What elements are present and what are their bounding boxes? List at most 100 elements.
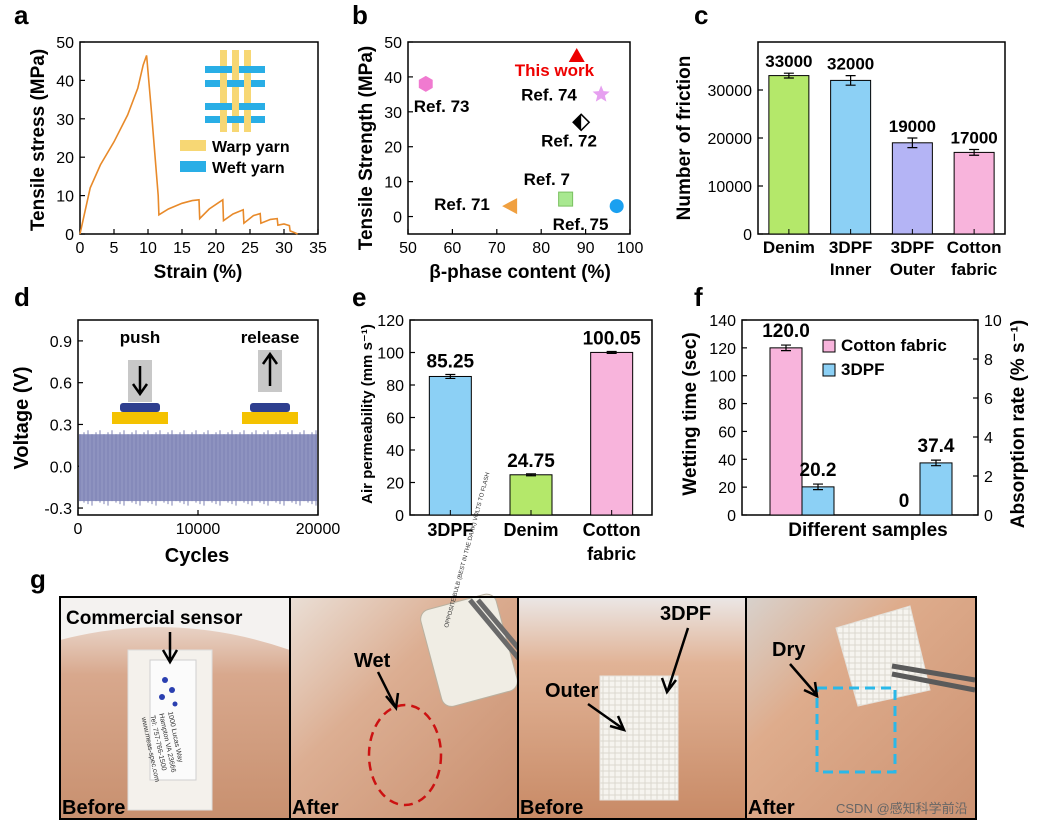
e-x-tick-label: Cotton	[583, 520, 641, 540]
a-x-tick-label: 0	[76, 240, 85, 257]
e-y-tick-label: 120	[377, 313, 404, 330]
d-x-tick-label: 0	[74, 521, 83, 538]
f-y-tick-label: 40	[718, 452, 736, 469]
wet-label: Wet	[354, 650, 391, 672]
d-voltage-spikes	[79, 430, 317, 506]
f-y2-tick-label: 6	[984, 391, 993, 408]
panel-label-f: f	[694, 282, 703, 312]
a-y-tick-label: 50	[56, 35, 74, 52]
c-bar	[953, 151, 995, 235]
e-error-bar	[445, 373, 456, 380]
outer-label: Outer	[545, 680, 599, 702]
a-x-tick-label: 10	[139, 240, 157, 257]
push-label: push	[120, 328, 161, 347]
d-y-tick-label: 0.3	[50, 417, 72, 434]
f-y-tick-label: 20	[718, 480, 736, 497]
e-x-tick-label-line2: fabric	[587, 544, 636, 564]
f-y-tick-label: 120	[709, 341, 736, 358]
weave-icon	[205, 50, 265, 132]
legend-warp-swatch	[180, 140, 206, 151]
f-error-bar	[781, 344, 791, 352]
a-x-tick-label: 20	[207, 240, 225, 257]
c-x-tick-label-line2: fabric	[951, 260, 997, 279]
f-value-label: 120.0	[762, 321, 810, 342]
f-y-tick-label: 0	[727, 508, 736, 525]
b-x-tick-label: 50	[399, 240, 417, 257]
d-y-axis-title: Voltage (V)	[11, 367, 33, 470]
photo-after-3dpf: Dry After	[745, 596, 977, 820]
panel-label-g: g	[30, 564, 46, 594]
c-error-bar	[907, 137, 918, 149]
legend-warp-label: Warp yarn	[212, 139, 290, 156]
f-value-label: 37.4	[918, 436, 955, 457]
e-value-label: 100.05	[583, 328, 642, 349]
photo4-caption: After	[748, 797, 795, 819]
b-y-tick-label: 50	[384, 35, 402, 52]
a-x-tick-label: 5	[110, 240, 119, 257]
c-value-label: 19000	[889, 117, 936, 136]
c-y-axis-title: Number of friction	[674, 56, 695, 221]
panel-g-photos: 1000 Lucas Way Hampton VA 23666 Tel: 757…	[59, 472, 977, 820]
c-x-tick-label: 3DPF	[829, 238, 872, 257]
e-y-axis-title: Air permeability (mm s⁻¹)	[359, 324, 376, 504]
e-error-bar	[526, 473, 536, 477]
a-y-axis-title: Tensile stress (MPa)	[28, 49, 49, 231]
photo2-caption: After	[292, 797, 339, 819]
photo-before-commercial: 1000 Lucas Way Hampton VA 23666 Tel: 757…	[59, 596, 291, 820]
b-y-tick-label: 0	[393, 210, 402, 227]
b-plot-frame	[407, 41, 631, 235]
f-error-bar	[931, 459, 941, 467]
b-point-2	[418, 75, 433, 92]
e-x-tick-label: 3DPF	[427, 520, 473, 540]
e-error-bar	[606, 350, 617, 354]
a-y-tick-label: 0	[65, 227, 74, 244]
b-point-1	[592, 85, 610, 102]
b-x-tick-label: 60	[444, 240, 462, 257]
d-x-axis-title: Cycles	[165, 545, 230, 567]
wet-area-outline	[367, 703, 443, 807]
panel-label-b: b	[352, 0, 368, 30]
b-point-5	[502, 198, 518, 215]
a-x-tick-label: 15	[173, 240, 191, 257]
c-y-tick-label: 20000	[708, 131, 753, 148]
b-point-label: Ref. 75	[553, 215, 609, 234]
c-x-tick-label: Denim	[763, 238, 815, 257]
e-bar	[428, 375, 472, 516]
panel-label-e: e	[352, 282, 366, 312]
f-x-axis-title: Different samples	[788, 520, 947, 541]
watermark: CSDN @感知科学前沿	[836, 801, 968, 816]
b-y-tick-label: 10	[384, 175, 402, 192]
panel-label-c: c	[694, 0, 708, 30]
c-bar	[768, 75, 810, 235]
legend-cotton-label: Cotton fabric	[841, 336, 947, 355]
panel-f-wetting: 0204060801001201400246810120.0020.237.4 …	[680, 313, 1029, 541]
f-y2-axis-title: Absorption rate (% s⁻¹)	[1008, 320, 1029, 528]
f-plot-frame	[741, 319, 979, 516]
commercial-sensor-label: Commercial sensor	[66, 608, 243, 629]
legend-cotton-swatch	[822, 339, 836, 353]
e-y-tick-label: 20	[386, 476, 404, 493]
e-value-label: 24.75	[507, 451, 555, 472]
b-point-label: Ref. 7	[524, 170, 570, 189]
push-icon	[112, 360, 168, 424]
e-x-tick-label: Denim	[503, 520, 558, 540]
f-y-axis-title: Wetting time (sec)	[680, 332, 701, 495]
panel-e-air-permeability: 0 20 40 60 80 100 120 85.25 3DPF 24.75 Denim 100.05…	[359, 313, 653, 564]
a-x-tick-label: 35	[309, 240, 327, 257]
a-y-tick-label: 20	[56, 150, 74, 167]
c-x-tick-label: 3DPF	[891, 238, 934, 257]
dry-label: Dry	[772, 639, 806, 661]
d-x-tick-label: 10000	[176, 521, 221, 538]
d-x-tick-label: 20000	[296, 521, 341, 538]
panel-label-a: a	[14, 0, 29, 30]
c-bar	[830, 79, 872, 235]
panel-b-scatter: 50 60 70 80 90 100 0 10 20 30 40 50 This work Ref. 74…	[356, 35, 643, 283]
b-y-tick-label: 20	[384, 140, 402, 157]
a-y-tick-label: 40	[56, 73, 74, 90]
b-x-tick-label: 90	[577, 240, 595, 257]
f-y-tick-label: 140	[709, 313, 736, 330]
d-y-tick-label: 0.0	[50, 459, 72, 476]
e-y-tick-label: 100	[377, 346, 404, 363]
b-point-label: Ref. 73	[414, 97, 470, 116]
